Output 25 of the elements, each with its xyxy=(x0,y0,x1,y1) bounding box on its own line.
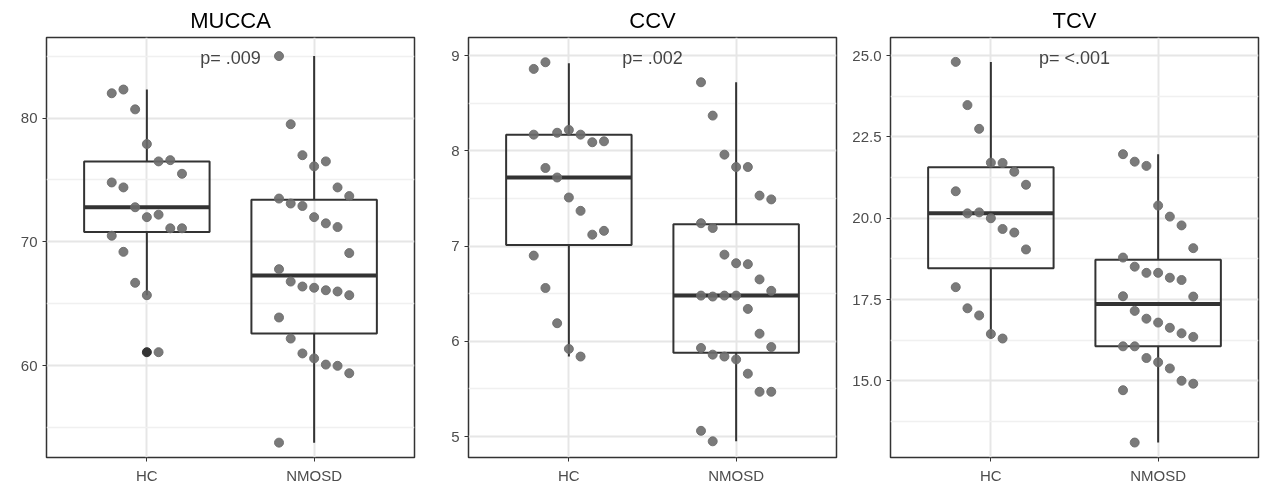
y-tick-label: 8 xyxy=(451,141,460,159)
y-tick-label: 9 xyxy=(451,46,460,64)
y-tick-label: 15.0 xyxy=(852,371,882,389)
annotation: p= <.001 xyxy=(1038,47,1111,68)
y-tick-label: 7 xyxy=(451,237,460,255)
y-tick-label: 60 xyxy=(20,356,38,374)
chart-title: MUCCA xyxy=(190,7,272,33)
y-tick-label: 17.5 xyxy=(852,290,882,308)
x-tick-label: HC xyxy=(558,466,580,484)
chart-title: CCV xyxy=(629,7,677,33)
x-tick-label: NMOSD xyxy=(286,466,343,484)
y-tick-label: 70 xyxy=(20,232,38,250)
x-tick-label: HC xyxy=(980,466,1002,484)
x-tick-label: NMOSD xyxy=(1130,466,1187,484)
y-tick-label: 6 xyxy=(451,332,460,350)
x-tick-label: HC xyxy=(136,466,158,484)
chart-title: TCV xyxy=(1052,7,1097,33)
annotation: p= .009 xyxy=(200,47,261,68)
y-tick-label: 25.0 xyxy=(852,46,882,64)
y-tick-label: 80 xyxy=(20,109,38,127)
x-tick-label: NMOSD xyxy=(708,466,765,484)
y-tick-label: 5 xyxy=(451,427,460,445)
annotation: p= .002 xyxy=(622,47,683,68)
y-tick-label: 20.0 xyxy=(852,209,882,227)
y-tick-label: 22.5 xyxy=(852,127,882,145)
